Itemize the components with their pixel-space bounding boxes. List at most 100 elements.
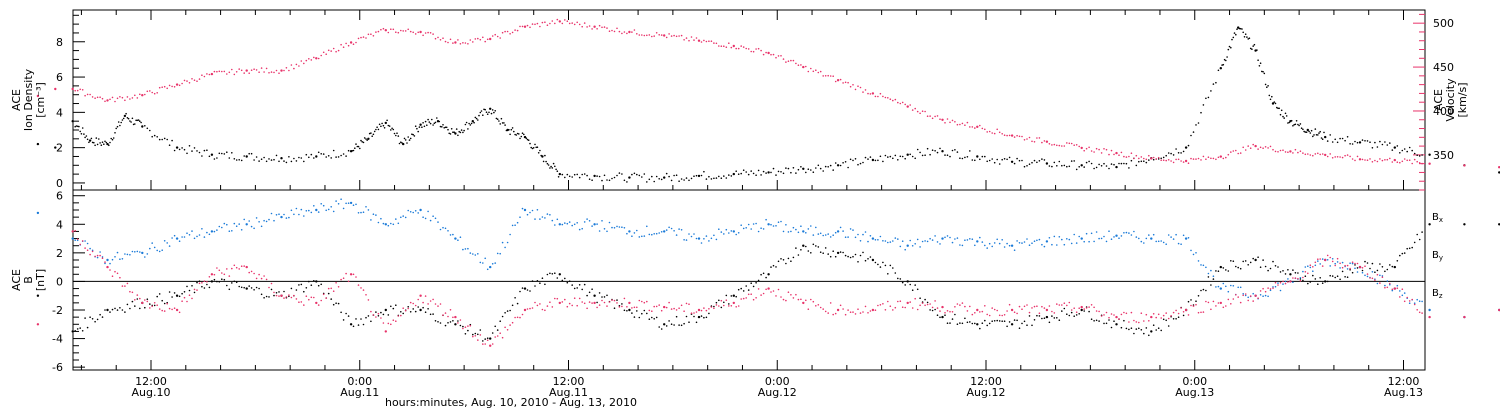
ion-density-point bbox=[1145, 161, 1148, 164]
ion-density-point bbox=[628, 176, 631, 179]
ion-density-point bbox=[1098, 163, 1100, 166]
ion-density-point bbox=[1135, 164, 1138, 167]
ion-density-point bbox=[573, 173, 576, 176]
by-point bbox=[126, 253, 129, 256]
bx-point bbox=[705, 316, 708, 319]
ion-density-point bbox=[643, 173, 646, 175]
bz-point bbox=[1075, 311, 1078, 314]
ion-density-point bbox=[114, 132, 116, 134]
by-point bbox=[959, 244, 961, 246]
ion-density-point bbox=[1008, 156, 1011, 159]
bx-point bbox=[867, 258, 869, 260]
bx-point bbox=[924, 298, 926, 301]
velocity-point bbox=[526, 24, 529, 27]
bz-point bbox=[119, 276, 121, 279]
bz-point bbox=[283, 297, 285, 299]
by-point bbox=[611, 226, 613, 229]
by-point bbox=[986, 247, 988, 249]
ion-density-point bbox=[95, 137, 98, 139]
bz-point bbox=[357, 284, 360, 286]
velocity-point bbox=[1001, 133, 1003, 135]
x-tick-time: 0:00 bbox=[765, 375, 790, 388]
velocity-point bbox=[1212, 157, 1215, 160]
bz-point bbox=[969, 305, 971, 308]
bz-point bbox=[648, 309, 651, 312]
ion-density-point bbox=[465, 121, 468, 124]
bz-point bbox=[974, 312, 976, 314]
by-point bbox=[136, 250, 139, 253]
velocity-point bbox=[124, 99, 126, 102]
bx-point bbox=[206, 283, 208, 286]
x-tick-time: 12:00 bbox=[135, 375, 167, 388]
velocity-point bbox=[1075, 144, 1078, 146]
bz-point bbox=[144, 299, 146, 301]
ion-density-point bbox=[556, 170, 559, 172]
ion-density-point bbox=[884, 154, 887, 157]
bx-point bbox=[315, 280, 318, 283]
velocity-point bbox=[153, 92, 156, 95]
bx-point bbox=[452, 320, 454, 322]
velocity-point bbox=[737, 47, 740, 50]
ion-density-point bbox=[1013, 162, 1016, 165]
ion-density-point bbox=[268, 158, 270, 160]
bx-point bbox=[494, 325, 497, 328]
bz-point bbox=[1401, 288, 1404, 291]
bz-point bbox=[196, 289, 198, 291]
by-point bbox=[380, 217, 382, 220]
bz-point bbox=[732, 301, 735, 305]
bx-point bbox=[1321, 282, 1324, 285]
ion-density-point bbox=[1252, 45, 1254, 47]
bz-point bbox=[1155, 316, 1157, 319]
ion-density-point bbox=[1317, 134, 1319, 136]
ion-density-point bbox=[149, 129, 151, 132]
by-point bbox=[489, 265, 492, 269]
bx-point bbox=[951, 318, 954, 320]
bz-point bbox=[1393, 287, 1397, 290]
by-point bbox=[1302, 270, 1304, 273]
bx-point bbox=[1307, 282, 1309, 285]
velocity-point bbox=[1195, 158, 1197, 160]
ion-density-point bbox=[626, 181, 628, 183]
ion-density-point bbox=[847, 166, 849, 169]
ion-density-point bbox=[135, 119, 137, 122]
by-point bbox=[124, 253, 126, 255]
velocity-point bbox=[626, 32, 628, 35]
by-point bbox=[1364, 274, 1366, 277]
ion-density-point bbox=[1393, 146, 1397, 149]
bz-point bbox=[1170, 315, 1172, 317]
bz-point bbox=[1329, 256, 1331, 259]
bx-point bbox=[427, 308, 429, 310]
by-point bbox=[805, 232, 807, 234]
bx-point bbox=[1098, 320, 1100, 322]
ion-density-point bbox=[852, 159, 854, 162]
ion-density-point bbox=[1200, 111, 1202, 114]
ion-density-point bbox=[557, 176, 560, 178]
bx-point bbox=[1284, 273, 1287, 275]
velocity-point bbox=[842, 82, 844, 84]
velocity-point bbox=[556, 18, 559, 21]
bz-point bbox=[944, 312, 946, 314]
bz-point bbox=[1356, 262, 1359, 265]
by-point bbox=[728, 232, 730, 234]
bx-point bbox=[879, 266, 882, 268]
bx-point bbox=[897, 277, 899, 280]
bz-point bbox=[745, 297, 747, 299]
by-point bbox=[514, 224, 516, 226]
ion-density-point bbox=[424, 120, 427, 123]
velocity-point bbox=[1013, 136, 1016, 138]
bz-point bbox=[926, 303, 929, 306]
ion-density-point bbox=[1320, 137, 1323, 139]
velocity-point bbox=[762, 53, 765, 56]
by-point bbox=[911, 245, 914, 247]
ion-density-point bbox=[365, 138, 367, 140]
ion-density-point bbox=[1242, 31, 1244, 34]
by-point bbox=[1237, 286, 1239, 289]
bx-point bbox=[414, 310, 417, 313]
by-point bbox=[365, 206, 367, 208]
velocity-point bbox=[750, 50, 752, 53]
ion-density-point bbox=[613, 176, 616, 179]
velocity-point bbox=[499, 37, 502, 39]
by-point bbox=[114, 255, 116, 258]
bz-point bbox=[750, 293, 752, 296]
bz-point bbox=[919, 304, 921, 307]
